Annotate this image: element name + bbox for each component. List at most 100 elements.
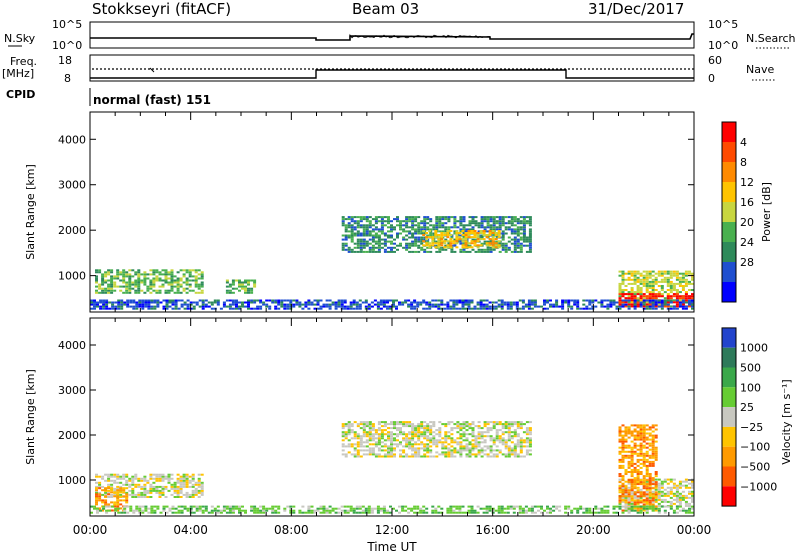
echo-cell	[618, 473, 622, 475]
echo-cell	[337, 305, 341, 308]
echo-cell	[464, 236, 468, 239]
echo-cell	[648, 507, 652, 510]
echo-cell	[425, 242, 429, 245]
echo-cell	[636, 491, 640, 494]
echo-cell	[447, 443, 451, 446]
echo-cell	[347, 421, 351, 424]
echo-cell	[289, 301, 293, 304]
echo-cell	[501, 218, 505, 221]
echo-cell	[417, 443, 421, 446]
echo-cell	[624, 501, 628, 504]
freq-unit: [MHz]	[2, 67, 34, 80]
echo-cell	[630, 432, 634, 435]
echo-cell	[450, 441, 454, 444]
echo-cell	[158, 493, 162, 496]
echo-cell	[368, 230, 372, 233]
echo-cell	[350, 218, 354, 221]
echo-cell	[143, 283, 147, 286]
echo-cell	[113, 283, 117, 286]
echo-cell	[444, 431, 448, 434]
echo-cell	[389, 307, 392, 310]
echo-cell	[540, 507, 543, 510]
echo-cell	[355, 507, 359, 510]
echo-cell	[110, 291, 114, 294]
echo-cell	[464, 240, 468, 243]
echo-cell	[624, 444, 628, 447]
echo-cell	[247, 281, 250, 284]
echo-cell	[444, 230, 448, 233]
echo-cell	[663, 500, 667, 503]
echo-cell	[440, 511, 444, 514]
echo-cell	[225, 299, 229, 302]
echo-cell	[116, 481, 120, 484]
echo-cell	[633, 293, 637, 296]
echo-cell	[359, 216, 363, 219]
echo-cell	[642, 493, 646, 496]
echo-cell	[645, 307, 649, 310]
echo-cell	[651, 430, 655, 433]
echo-cell	[480, 234, 484, 237]
echo-cell	[497, 240, 501, 243]
echo-cell	[459, 242, 463, 245]
echo-cell	[146, 289, 150, 292]
echo-cell	[486, 224, 490, 227]
echo-cell	[155, 271, 159, 274]
echo-cell	[417, 449, 421, 452]
echo-cell	[438, 220, 442, 223]
echo-cell	[401, 303, 405, 306]
echo-cell	[627, 493, 631, 496]
echo-cell	[200, 275, 204, 278]
echo-cell	[364, 305, 368, 308]
echo-cell	[651, 289, 655, 291]
echo-cell	[107, 473, 111, 476]
echo-cell	[371, 244, 375, 247]
echo-cell	[480, 435, 484, 438]
echo-cell	[371, 423, 375, 426]
echo-cell	[651, 460, 655, 463]
echo-cell	[96, 507, 99, 510]
echo-cell	[420, 423, 424, 426]
echo-cell	[444, 222, 448, 225]
echo-cell	[417, 437, 421, 440]
echo-cell	[408, 439, 412, 442]
echo-cell	[576, 511, 580, 514]
echo-cell	[504, 427, 508, 430]
echo-cell	[642, 285, 646, 287]
echo-cell	[479, 244, 483, 247]
echo-cell	[383, 216, 387, 219]
echo-cell	[432, 443, 436, 446]
echo-cell	[458, 511, 462, 514]
echo-cell	[492, 234, 496, 237]
echo-cell	[456, 437, 460, 440]
echo-cell	[188, 269, 192, 272]
echo-cell	[371, 248, 375, 251]
echo-cell	[492, 248, 496, 251]
echo-cell	[645, 291, 649, 294]
echo-cell	[621, 477, 625, 480]
echo-cell	[340, 307, 344, 310]
echo-cell	[435, 218, 439, 221]
echo-cell	[374, 453, 378, 456]
echo-cell	[528, 228, 532, 231]
echo-cell	[413, 301, 417, 304]
echo-cell	[522, 236, 526, 239]
echo-cell	[135, 303, 139, 306]
echo-cell	[501, 431, 505, 434]
echo-cell	[491, 232, 495, 234]
echo-cell	[422, 230, 426, 232]
echo-cell	[648, 272, 652, 275]
echo-cell	[387, 451, 390, 454]
echo-cell	[140, 289, 144, 292]
echo-cell	[516, 228, 520, 231]
echo-cell	[437, 234, 441, 236]
echo-cell	[576, 303, 580, 306]
echo-cell	[446, 240, 450, 243]
echo-cell	[238, 509, 241, 512]
echo-cell	[519, 421, 523, 424]
echo-cell	[510, 453, 514, 456]
echo-cell	[426, 439, 430, 442]
echo-cell	[162, 305, 166, 308]
echo-cell	[380, 216, 384, 219]
echo-cell	[417, 226, 421, 229]
echo-cell	[195, 303, 199, 306]
